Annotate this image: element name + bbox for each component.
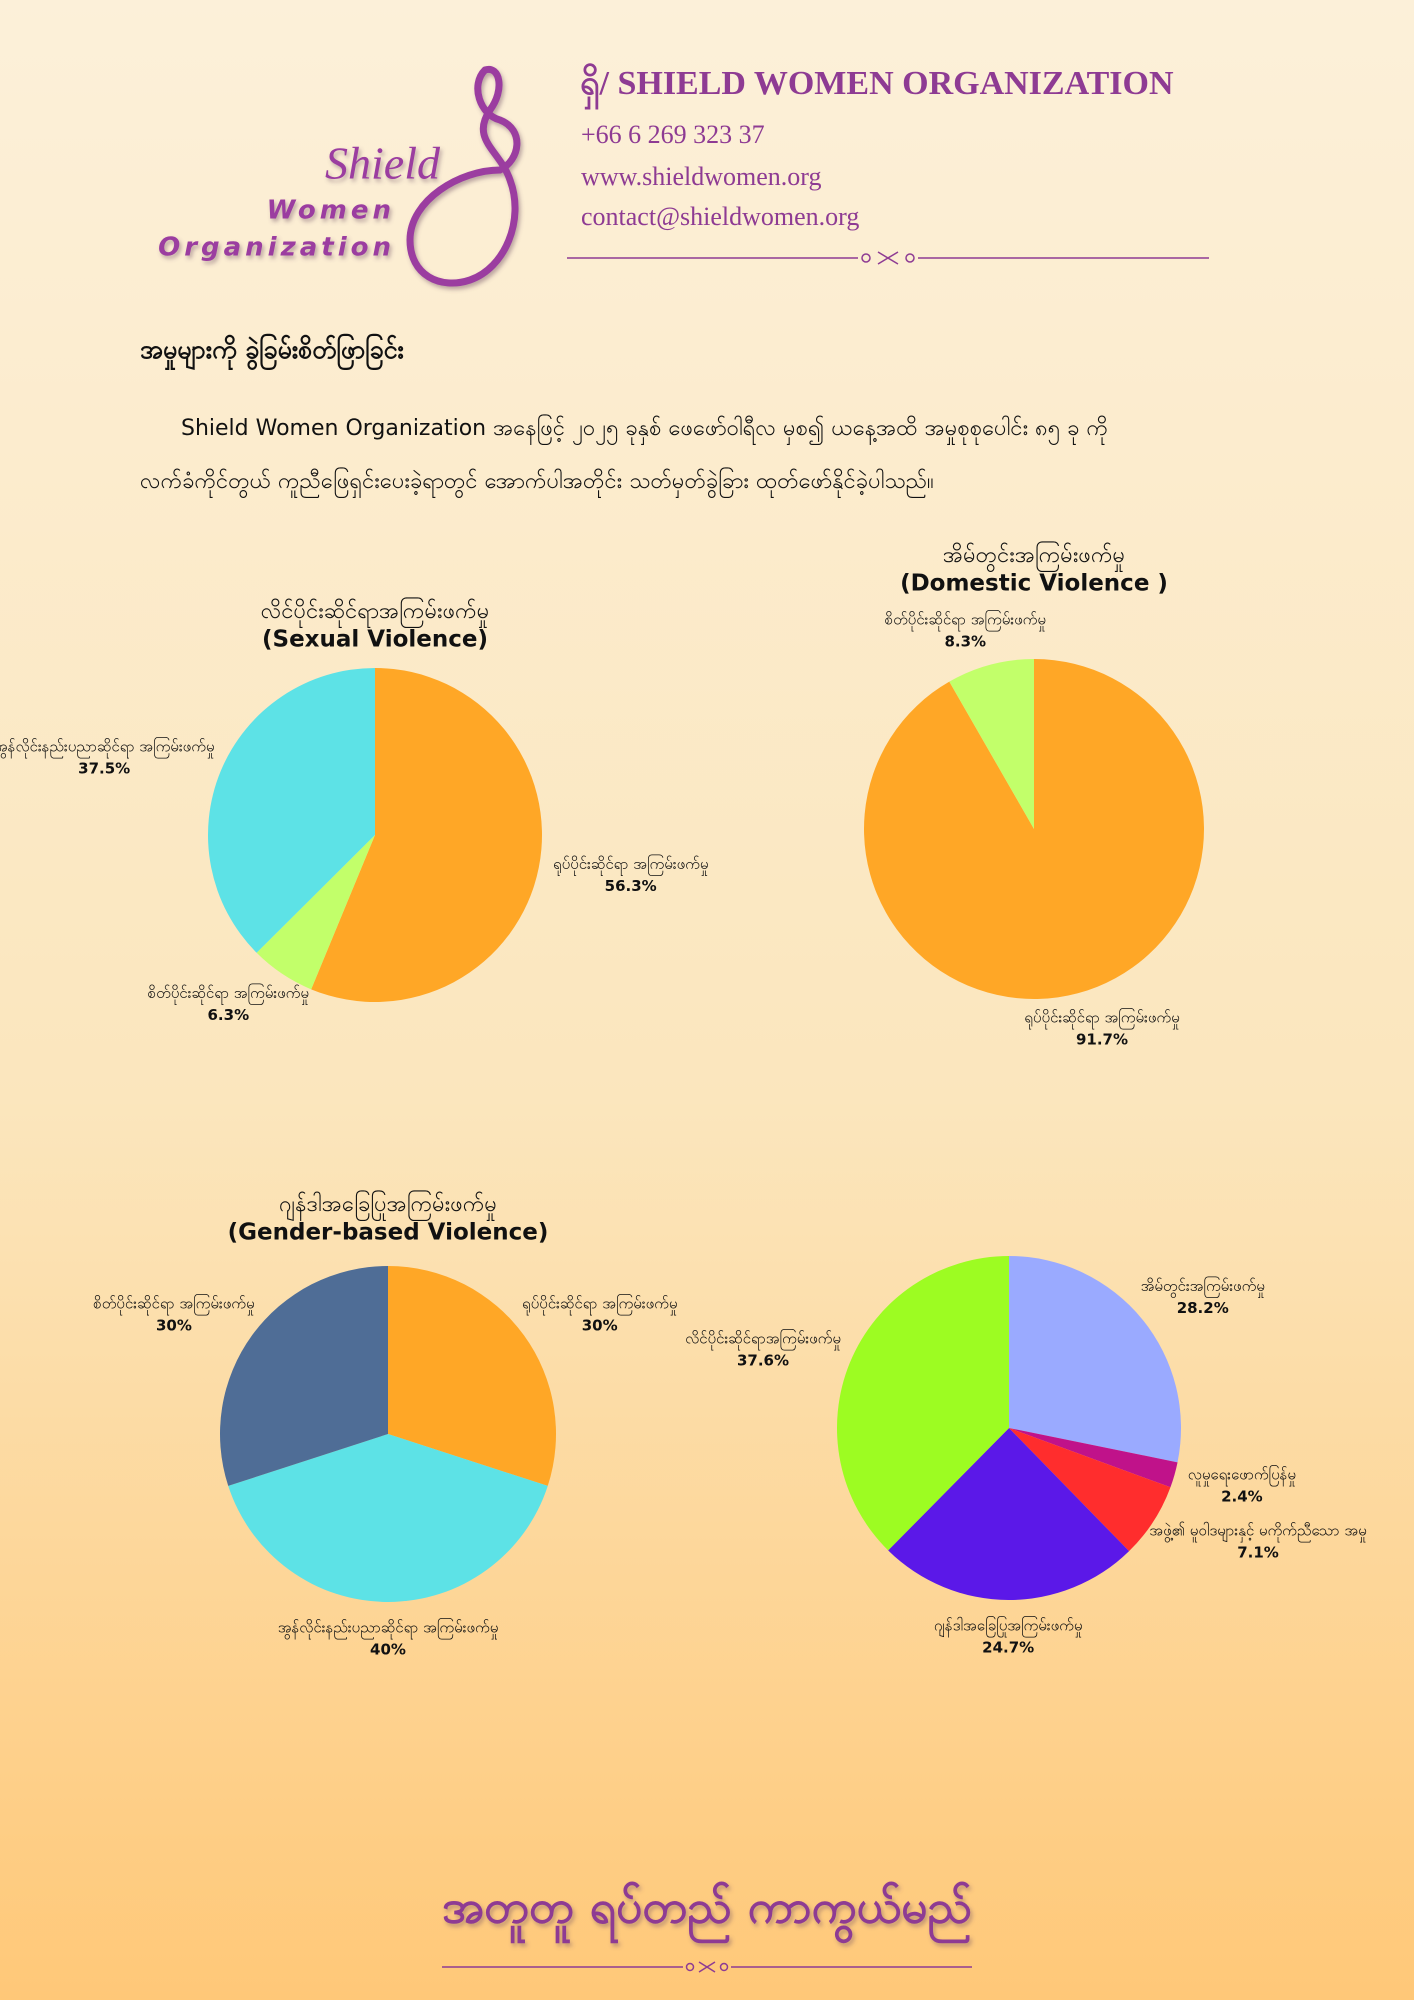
slice-label: လူမှုရေးဖောက်ပြန်မှု <box>1188 1464 1296 1486</box>
phone: +66 6 269 323 37 <box>581 120 765 149</box>
pie-slice <box>949 659 1034 829</box>
divider <box>567 251 1209 265</box>
slice-label: စိတ်ပိုင်းဆိုင်ရာ အကြမ်းဖက်မှု <box>93 1294 254 1316</box>
website: www.shieldwomen.org <box>581 162 821 191</box>
slice-value-label: 28.2% <box>1177 1299 1229 1317</box>
slice-value-label: 37.6% <box>737 1352 789 1370</box>
pie-slice <box>388 1266 556 1486</box>
chart-subtitle: (Gender-based Violence) <box>228 1220 549 1246</box>
slice-value-label: 6.3% <box>208 1006 250 1024</box>
paragraph-line: လက်ခံကိုင်တွယ် ကူညီဖြေရှင်းပေးခဲ့ရာတွင် … <box>140 467 934 499</box>
slice-value-label: 30% <box>156 1317 192 1335</box>
slice-label: စိတ်ပိုင်းဆိုင်ရာ အကြမ်းဖက်မှု <box>148 983 309 1005</box>
slice-value-label: 24.7% <box>982 1638 1034 1656</box>
pie-slice <box>888 1428 1130 1601</box>
slice-label: အွန်လိုင်းနည်းပညာဆိုင်ရာ အကြမ်းဖက်မှု <box>0 737 214 759</box>
logo: Shield Women Organization <box>158 65 521 287</box>
slice-value-label: 30% <box>582 1317 618 1335</box>
divider <box>442 1961 972 1973</box>
slice-value-label: 40% <box>370 1641 406 1659</box>
slice-label: ဂျန်ဒါအခြေပြုအကြမ်းဖက်မှု <box>934 1615 1083 1637</box>
chart-subtitle: (Domestic Violence ) <box>900 571 1168 597</box>
logo-mark <box>406 65 521 287</box>
slice-value-label: 56.3% <box>605 877 657 895</box>
chart-subtitle: (Sexual Violence) <box>262 627 488 653</box>
chart-title: လိင်ပိုင်းဆိုင်ရာအကြမ်းဖက်မှု <box>261 597 490 628</box>
slice-value-label: 8.3% <box>944 632 986 650</box>
slice-label: အွန်လိုင်းနည်းပညာဆိုင်ရာ အကြမ်းဖက်မှု <box>278 1618 499 1640</box>
slice-label: စိတ်ပိုင်းဆိုင်ရာ အကြမ်းဖက်မှု <box>885 609 1046 631</box>
pie-slice <box>228 1434 548 1602</box>
pie-slice <box>1009 1428 1178 1488</box>
pie-slice <box>836 1256 1009 1551</box>
slice-label: ရုပ်ပိုင်းဆိုင်ရာ အကြမ်းဖက်မှု <box>1024 1008 1179 1030</box>
pie-slice <box>311 668 542 1002</box>
email: contact@shieldwomen.org <box>581 202 859 231</box>
slice-value-label: 91.7% <box>1076 1031 1128 1049</box>
logo-line: Organization <box>158 233 395 263</box>
pie-slice <box>1009 1256 1181 1463</box>
pie-slice <box>1009 1428 1171 1552</box>
slice-label: အိမ်တွင်းအကြမ်းဖက်မှု <box>1141 1276 1265 1298</box>
logo-word: Shield <box>325 138 441 189</box>
slice-label: ရုပ်ပိုင်းဆိုင်ရာ အကြမ်းဖက်မှု <box>522 1294 677 1316</box>
slice-value-label: 7.1% <box>1237 1544 1279 1562</box>
pie-slice <box>219 1266 388 1486</box>
slice-label: ရုပ်ပိုင်းဆိုင်ရာ အကြမ်းဖက်မှု <box>553 854 708 876</box>
chart-title: အိမ်တွင်းအကြမ်းဖက်မှု <box>943 541 1125 573</box>
slice-value-label: 37.5% <box>78 760 130 778</box>
slice-label: အဖွဲ့၏ မူဝါဒများနှင့် မကိုက်ညီသော အမှု <box>1149 1522 1366 1543</box>
slice-label: လိင်ပိုင်းဆိုင်ရာအကြမ်းဖက်မှု <box>685 1329 841 1351</box>
slice-value-label: 2.4% <box>1221 1487 1263 1505</box>
pie-slice <box>256 835 375 990</box>
paragraph-line: Shield Women Organization အနေဖြင့် ၂၀၂၅ … <box>181 414 1108 446</box>
pie-slice <box>208 668 375 953</box>
logo-line: Women <box>267 196 395 226</box>
chart-title: ဂျန်ဒါအခြေပြုအကြမ်းဖက်မှု <box>279 1190 497 1221</box>
